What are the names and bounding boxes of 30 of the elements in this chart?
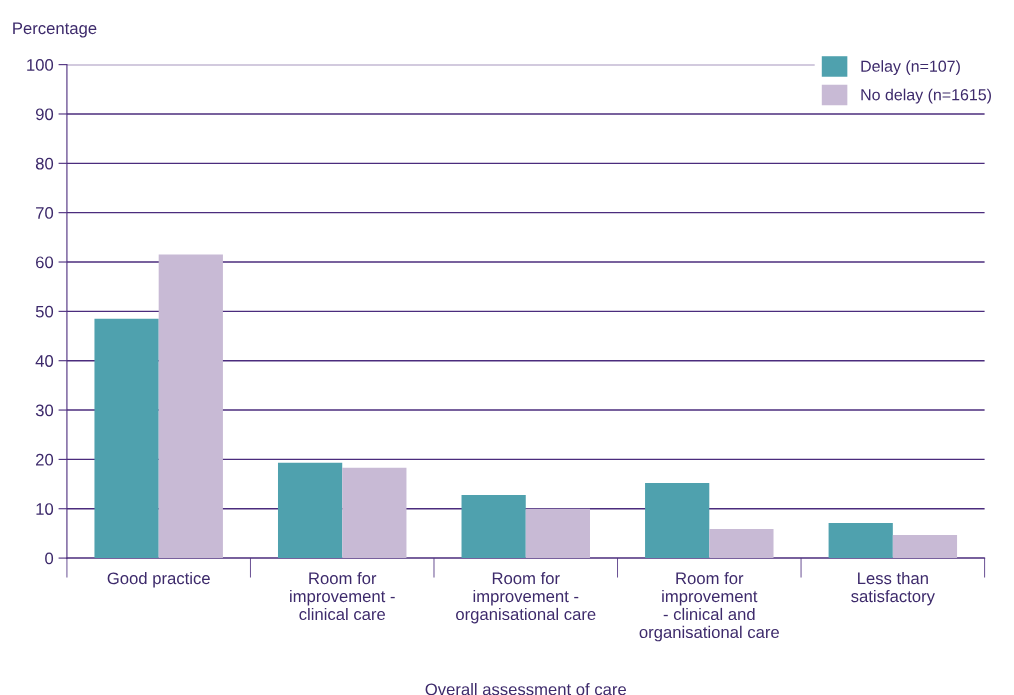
x-tick-label: Room for improvement - clinical care: [290, 571, 395, 621]
y-tick-label: 90: [35, 108, 54, 121]
legend-label: No delay (n=1615): [861, 88, 991, 104]
y-tick-label: 60: [36, 256, 54, 269]
y-tick-label: 0: [45, 552, 54, 565]
y-tick-label: 30: [35, 404, 54, 417]
y-tick-label: 100: [27, 59, 54, 71]
bar: [342, 467, 407, 559]
bar: [709, 528, 774, 559]
x-axis-title: Overall assessment of care: [425, 683, 626, 695]
bar: [828, 523, 893, 559]
y-tick-label: 70: [36, 207, 54, 219]
y-tick-label: 20: [36, 453, 54, 466]
y-tick-label: 50: [35, 305, 54, 318]
x-tick-label: Good practice: [107, 571, 210, 588]
bar: [94, 318, 159, 559]
x-tick-label: Room for improvement - clinical and organisational care: [639, 571, 779, 642]
bar: [461, 494, 526, 559]
bar: [158, 254, 223, 559]
bar: [525, 508, 590, 559]
y-tick-label: 10: [36, 503, 54, 515]
legend-label: Delay (n=107): [861, 60, 960, 76]
y-tick-label: 40: [35, 355, 54, 367]
y-tick-label: 80: [35, 157, 54, 170]
bar: [892, 534, 958, 559]
x-tick-label: Room for improvement - organisational care: [456, 571, 596, 624]
bar: [645, 483, 710, 559]
bar: [277, 462, 343, 559]
y-axis-title: Percentage: [13, 22, 97, 38]
x-tick-label: Less than satisfactory: [851, 571, 935, 606]
